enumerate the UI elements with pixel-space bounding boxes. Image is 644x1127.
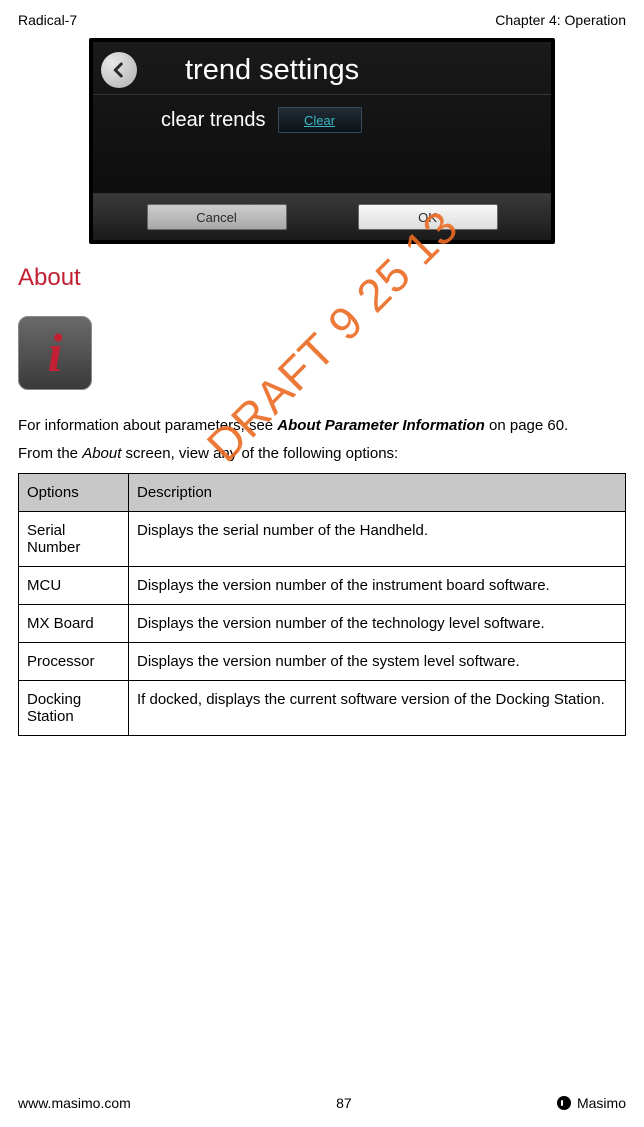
col-description: Description (129, 473, 626, 511)
back-icon[interactable] (101, 52, 137, 88)
table-row: Docking StationIf docked, displays the c… (19, 680, 626, 735)
device-screenshot: trend settings clear trends Clear Cancel… (89, 38, 555, 244)
cancel-button[interactable]: Cancel (147, 204, 287, 230)
section-heading-about: About (18, 264, 626, 292)
doc-header-right: Chapter 4: Operation (495, 12, 626, 28)
table-row: Serial NumberDisplays the serial number … (19, 511, 626, 566)
table-row: MX BoardDisplays the version number of t… (19, 604, 626, 642)
table-header-row: Options Description (19, 473, 626, 511)
table-row: MCUDisplays the version number of the in… (19, 566, 626, 604)
info-glyph: i (47, 326, 62, 380)
table-row: ProcessorDisplays the version number of … (19, 642, 626, 680)
col-options: Options (19, 473, 129, 511)
clear-trends-label: clear trends (161, 109, 266, 132)
brand-dot-icon (557, 1096, 571, 1110)
info-icon: i (18, 316, 92, 390)
intro-paragraph-2: From the About screen, view any of the f… (18, 444, 626, 464)
footer-page-number: 87 (336, 1095, 352, 1111)
footer-brand: Masimo (557, 1095, 626, 1111)
intro-paragraph: For information about parameters, see Ab… (18, 416, 626, 436)
footer-url: www.masimo.com (18, 1095, 131, 1111)
ok-button[interactable]: OK (358, 204, 498, 230)
doc-header-left: Radical-7 (18, 12, 77, 28)
options-table: Options Description Serial NumberDisplay… (18, 473, 626, 736)
screenshot-title: trend settings (185, 54, 359, 87)
clear-button[interactable]: Clear (278, 107, 362, 133)
